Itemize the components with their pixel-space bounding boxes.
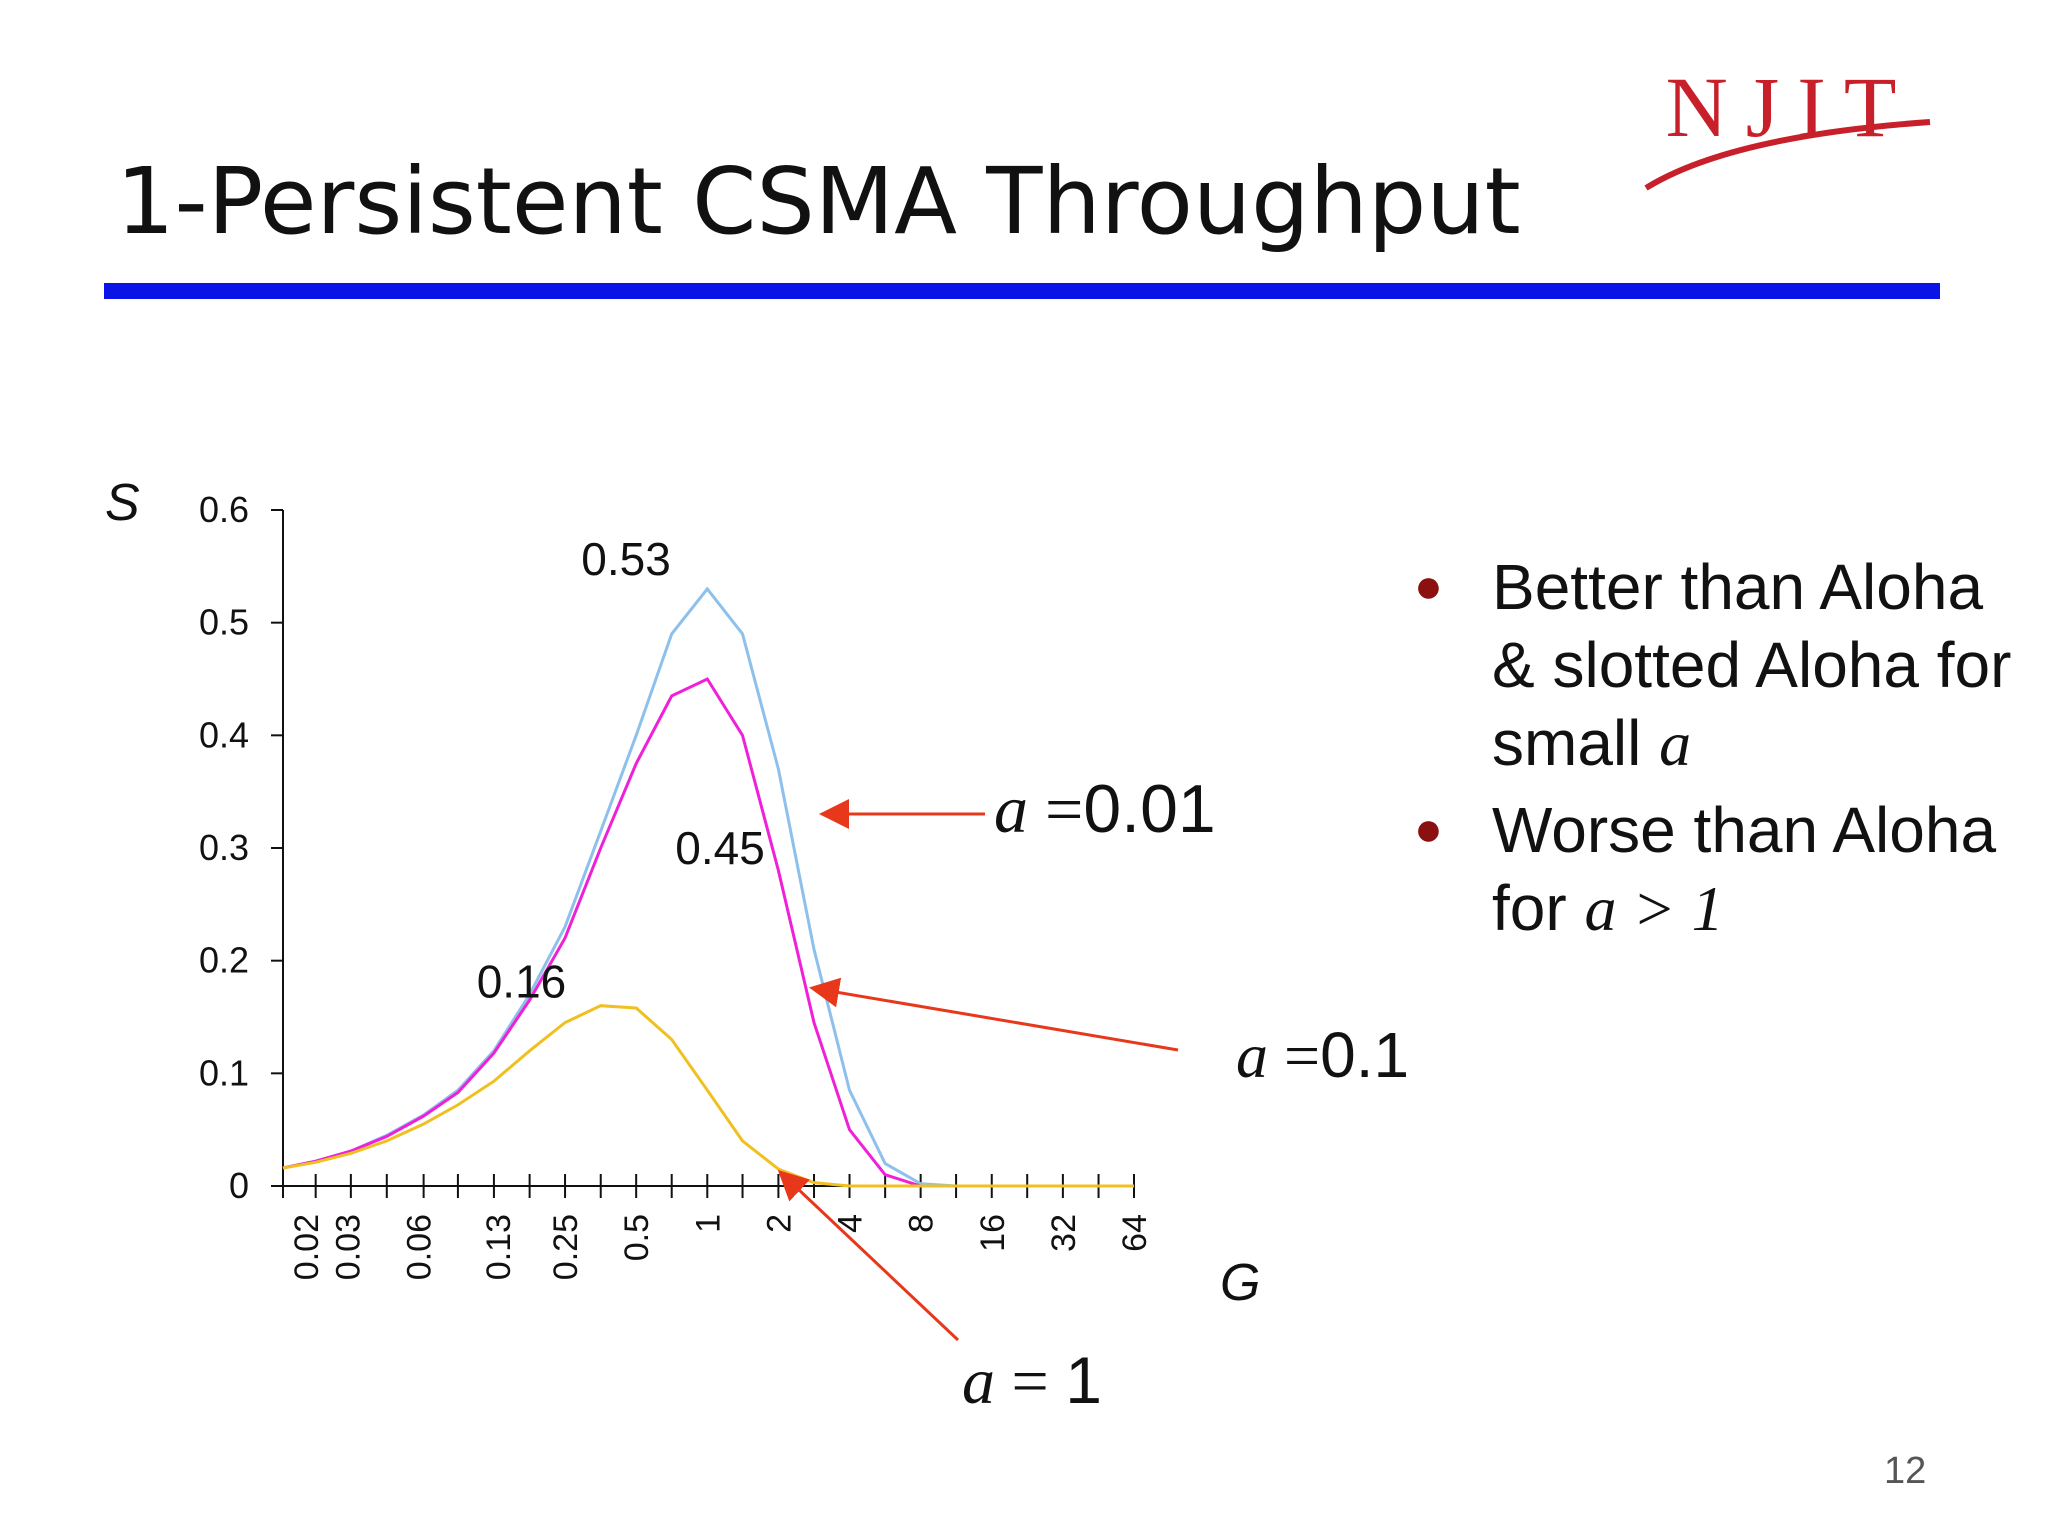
x-tick-label: 0.13	[480, 1214, 518, 1280]
arrow-a1	[777, 1169, 960, 1342]
annotation-a-0.1: a =0.1	[1236, 1019, 1410, 1091]
x-tick-label: 16	[974, 1214, 1012, 1252]
chart-axes: 0 0.1 0.2 0.3 0.4 0.5 0.6 0.02 0.03 0.06 0.13 0.25 0…	[199, 489, 1154, 1280]
x-axis-label: G	[1220, 1254, 1260, 1312]
x-tick-label: 0.06	[401, 1214, 439, 1280]
x-tick-label: 32	[1045, 1214, 1083, 1252]
annotation-a-1: a = 1	[962, 1343, 1102, 1418]
data-label: 0.16	[477, 956, 567, 1008]
chart-data-labels: 0.53 0.45 0.16	[477, 533, 765, 1008]
x-tick-label: 8	[903, 1214, 941, 1233]
annotation-a-0.01: a =0.01	[994, 771, 1216, 847]
slide-title: 1-Persistent CSMA Throughput	[116, 148, 1521, 255]
x-tick-label: 0.5	[618, 1214, 656, 1261]
x-tick-label: 0.03	[329, 1214, 367, 1280]
y-tick-label: 0.4	[199, 714, 249, 755]
data-label: 0.45	[675, 822, 765, 874]
x-tick-label: 1	[689, 1214, 727, 1233]
series-line-1	[282, 677, 1134, 1188]
bullet-dot-icon: ●	[1414, 803, 1443, 856]
y-tick-label: 0.2	[199, 940, 249, 981]
bullet-list: ● Better than Aloha & slotted Aloha for …	[1400, 548, 2040, 956]
y-tick-label: 0.5	[199, 602, 249, 643]
x-tick-label: 0.25	[547, 1214, 585, 1280]
x-tick-label: 64	[1116, 1214, 1154, 1252]
y-tick-label: 0.1	[199, 1052, 249, 1093]
bullet-dot-icon: ●	[1414, 560, 1443, 613]
page-number: 12	[1884, 1450, 1927, 1492]
x-tick-label: 4	[832, 1214, 870, 1233]
bullet-item: ● Worse than Aloha for a > 1	[1400, 791, 2040, 948]
y-tick-label: 0	[229, 1165, 249, 1206]
arrow-a01	[809, 977, 1179, 1052]
njit-logo: NJIT	[1644, 59, 1931, 191]
data-label: 0.53	[581, 533, 671, 585]
bullet-item: ● Better than Aloha & slotted Aloha for …	[1400, 548, 2040, 783]
y-tick-label: 0.3	[199, 827, 249, 868]
title-underline	[104, 283, 1940, 299]
y-tick-label: 0.6	[199, 489, 249, 530]
chart-series	[282, 586, 1134, 1188]
y-axis-label: S	[105, 474, 140, 532]
x-tick-label: 0.02	[288, 1214, 326, 1280]
series-line-2	[282, 1004, 1134, 1188]
x-tick-label: 2	[760, 1214, 798, 1233]
